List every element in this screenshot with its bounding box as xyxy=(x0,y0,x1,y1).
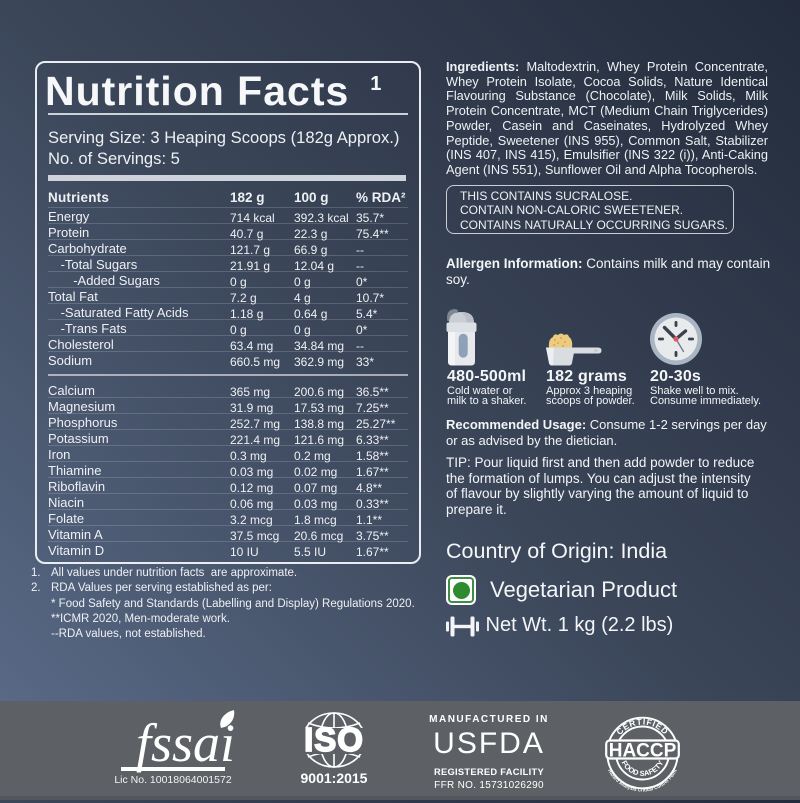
svg-text:HACCP: HACCP xyxy=(609,740,677,761)
